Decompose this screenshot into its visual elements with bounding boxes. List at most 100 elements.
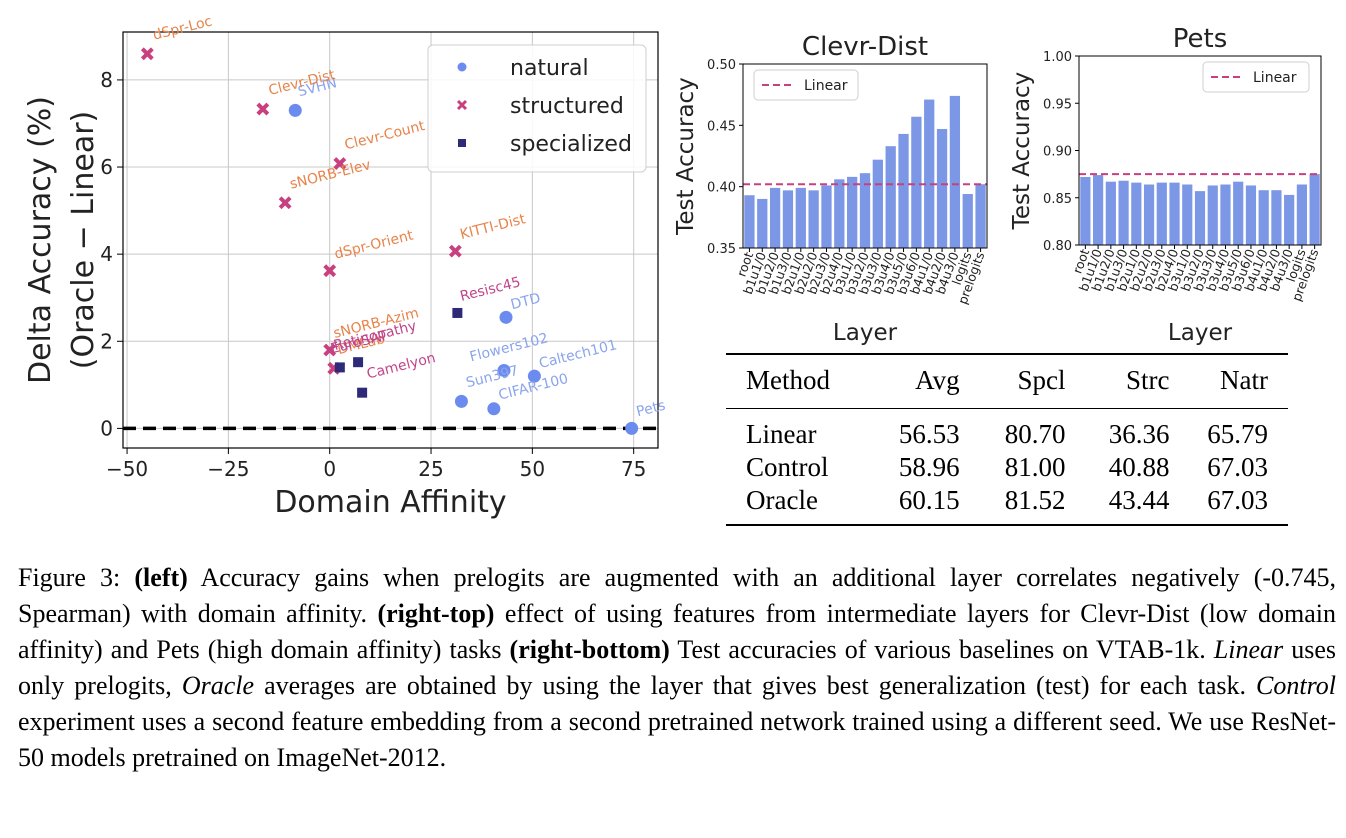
table-cell: 80.70 [1004,419,1066,449]
bar-pets [1207,185,1218,245]
caption-text: effect of using features from intermedia… [18,599,1337,664]
bar-clevr [885,146,896,248]
bar-y-tick-label: 0.95 [1043,97,1072,112]
scatter-y-tick-label: 4 [100,242,113,266]
caption-text: Accuracy gains when prelogits are augmen… [18,563,1337,628]
scatter-legend-label: specialized [510,132,632,157]
scatter-plot-frame [122,31,659,449]
table-row: Control 58.96 81.00 40.88 67.03 [726,451,1288,484]
bar-legend-label: Linear [1253,70,1297,86]
scatter-point-label: sNORB-Elev [288,157,372,193]
scatter-y-tick-label: 8 [100,68,113,92]
table-cell: 65.79 [1207,419,1268,449]
scatter-point-label: Caltech101 [537,337,618,372]
bar-clevr [808,190,819,248]
bar-clevr [872,159,883,248]
bar-pets [1118,180,1129,245]
bar-pets [1271,190,1282,245]
scatter-x-tick-label: 25 [418,457,443,481]
scatter-point-structured [448,244,462,258]
scatter-point-label: Clevr-Count [343,118,427,153]
bar-clevr [975,184,986,248]
bar-clevr [757,198,768,248]
caption-linear-term: Linear [1213,635,1284,664]
scatter-legend-label: natural [510,56,589,81]
bar-y-tick-label: 0.35 [707,242,736,257]
figure-charts: −50 −25 0 25 50 75 0 2 4 6 8 Domain Affinity Delta A… [23,14,1322,520]
bar-clevr [911,116,922,248]
scatter-point-specialized [452,307,463,318]
bar-pets [1131,182,1142,245]
bar-pets [1194,191,1206,245]
scatter-point-label: Camelyon [365,350,437,383]
bar-y-tick-label: 0.90 [1043,145,1072,160]
bar-chart-title: Pets [1173,24,1228,54]
scatter-x-tick-label: −25 [207,457,249,481]
bar-y-axis-label: Test Accuracy [673,77,699,236]
table-cell: Linear [746,419,817,449]
bar-clevr [847,176,858,248]
bar-clevr [859,173,871,248]
caption-right-bottom-label: (right-bottom) [509,635,670,664]
bar-pets [1156,182,1167,245]
table-row: Linear 56.53 80.70 36.36 65.79 [726,409,1288,452]
caption-control-term: Control [1256,671,1336,700]
caption-figure-label: Figure 3: [18,563,121,592]
scatter-legend-marker [456,99,468,111]
results-table: Method Avg Spcl Strc Natr Linear 56.53 8… [726,353,1288,526]
scatter-y-tick-label: 2 [100,329,113,353]
bar-clevr [795,187,806,248]
scatter-point-label: dSpr-Orient [333,227,416,262]
table-header-cell: Method [726,353,863,409]
table-row: Oracle 60.15 81.52 43.44 67.03 [726,484,1288,526]
bar-legend-box [753,69,859,101]
caption-oracle-term: Oracle [181,671,255,700]
scatter-legend-box [427,44,647,173]
scatter-x-tick-label: 0 [323,457,336,481]
scatter-point-specialized [334,362,345,373]
bar-chart-title: Clevr-Dist [802,32,928,62]
scatter-point-structured [333,157,347,170]
bar-pets [1080,176,1091,245]
scatter-point-natural [288,103,302,117]
bar-y-tick-label: 0.85 [1043,192,1072,207]
scatter-point-specialized [357,387,368,398]
bar-pets [1296,184,1307,245]
caption-text: uses only prelogits, [18,635,1336,700]
scatter-point-label: Pets [635,398,667,421]
scatter-y-tick-label: 6 [100,155,113,179]
table-cell: Oracle [726,484,863,526]
bar-x-axis-label: Layer [833,320,898,346]
table-header-cell: Natr [1169,353,1288,409]
bar-legend-box [1202,61,1310,93]
caption-right-top-label: (right-top) [377,599,495,628]
scatter-point-structured [140,47,154,61]
scatter-y-tick-label: 0 [100,416,113,440]
bar-pets [1105,181,1116,245]
scatter-point-natural [497,363,511,377]
scatter-point-structured [278,196,292,210]
bar-pets [1169,182,1180,245]
caption-left-label: (left) [134,563,188,592]
caption-text: Test accuracies of various baselines on … [669,635,1214,664]
bar-clevr [924,99,935,248]
scatter-point-natural [625,421,639,435]
bar-y-tick-label: 0.80 [1043,239,1072,254]
bar-pets [1258,190,1269,245]
bar-clevr [744,195,755,248]
scatter-point-structured [323,343,337,357]
bar-y-tick-label: 0.45 [707,119,736,134]
scatter-x-tick-label: −50 [106,457,148,481]
scatter-point-label: dSpr-Loc [151,14,213,44]
bar-y-tick-label: 1.00 [1043,50,1072,65]
bar-pets [1143,184,1155,245]
bar-clevr [936,129,948,248]
bar-y-tick-label: 0.50 [707,58,736,73]
bar-x-axis-label: Layer [1168,320,1233,346]
table-header-cell: Spcl [959,353,1066,409]
table-cell: 81.52 [959,484,1066,526]
table-cell: 43.44 [1065,484,1170,526]
scatter-x-tick-label: 50 [520,457,545,481]
table-cell: 56.53 [898,419,960,449]
bar-clevr [962,194,973,248]
